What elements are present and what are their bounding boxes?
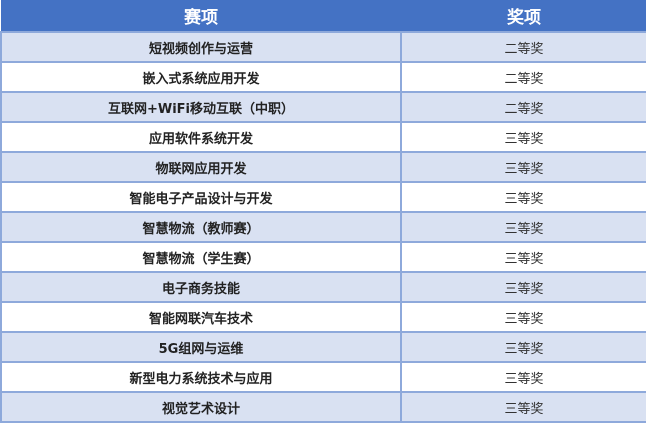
award-cell: 二等奖: [400, 31, 646, 63]
event-name: 电子商务技能: [0, 271, 402, 303]
award-cell: 二等奖: [400, 61, 646, 93]
table-row: 视觉艺术设计 三等奖: [0, 391, 646, 423]
event-name: 应用软件系统开发: [0, 121, 402, 153]
award-cell: 三等奖: [400, 121, 646, 153]
header-row: 赛项 奖项: [1, 0, 646, 32]
event-name: 5G组网与运维: [0, 331, 402, 363]
table-row: 物联网应用开发 三等奖: [0, 151, 646, 183]
award-cell: 三等奖: [400, 391, 646, 423]
event-name: 短视频创作与运营: [0, 31, 402, 63]
award-cell: 三等奖: [400, 151, 646, 183]
table-row: 电子商务技能 三等奖: [0, 271, 646, 303]
table-row: 5G组网与运维 三等奖: [0, 331, 646, 363]
table-row: 嵌入式系统应用开发 二等奖: [0, 61, 646, 93]
table-row: 智慧物流（学生赛） 三等奖: [0, 241, 646, 273]
award-cell: 三等奖: [400, 301, 646, 333]
header-event: 赛项: [1, 0, 401, 32]
header-award: 奖项: [401, 0, 646, 32]
event-name: 智能电子产品设计与开发: [0, 181, 402, 213]
event-name: 嵌入式系统应用开发: [0, 61, 402, 93]
event-name: 互联网+WiFi移动互联（中职）: [0, 91, 402, 123]
event-name: 物联网应用开发: [0, 151, 402, 183]
award-cell: 三等奖: [400, 271, 646, 303]
event-name: 智慧物流（教师赛）: [0, 211, 402, 243]
award-cell: 二等奖: [400, 91, 646, 123]
table-row: 智慧物流（教师赛） 三等奖: [0, 211, 646, 243]
award-cell: 三等奖: [400, 241, 646, 273]
table-row: 新型电力系统技术与应用 三等奖: [0, 361, 646, 393]
event-name: 新型电力系统技术与应用: [0, 361, 402, 393]
award-cell: 三等奖: [400, 331, 646, 363]
event-name: 视觉艺术设计: [0, 391, 402, 423]
award-cell: 三等奖: [400, 211, 646, 243]
table-row: 应用软件系统开发 三等奖: [0, 121, 646, 153]
award-cell: 三等奖: [400, 181, 646, 213]
table-row: 智能电子产品设计与开发 三等奖: [0, 181, 646, 213]
table-row: 短视频创作与运营 二等奖: [0, 31, 646, 63]
event-name: 智慧物流（学生赛）: [0, 241, 402, 273]
award-cell: 三等奖: [400, 361, 646, 393]
table-row: 互联网+WiFi移动互联（中职） 二等奖: [0, 91, 646, 123]
event-name: 智能网联汽车技术: [0, 301, 402, 333]
table-row: 智能网联汽车技术 三等奖: [0, 301, 646, 333]
